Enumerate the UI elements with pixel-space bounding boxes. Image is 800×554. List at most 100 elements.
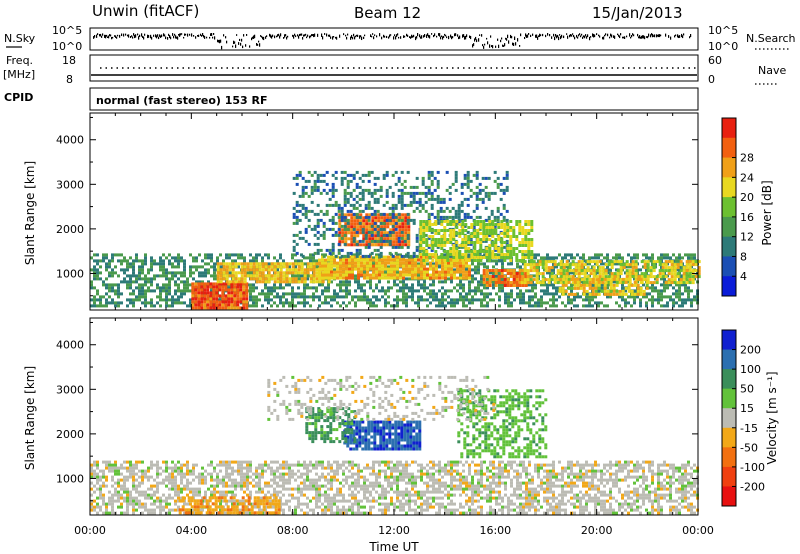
echo-cell <box>331 191 335 195</box>
echo-cell <box>204 256 207 260</box>
echo-cell <box>255 274 259 278</box>
echo-cell <box>168 298 171 302</box>
echo-cell <box>494 253 498 256</box>
echo-cell <box>666 286 669 290</box>
echo-cell <box>430 230 434 234</box>
echo-cell <box>331 203 335 207</box>
echo-cell <box>603 304 606 308</box>
echo-cell <box>273 265 277 269</box>
echo-cell <box>462 264 465 268</box>
echo-cell <box>675 256 678 260</box>
nsky-point <box>510 34 512 39</box>
echo-cell <box>412 221 416 225</box>
echo-cell <box>504 298 507 302</box>
echo-cell <box>493 248 497 252</box>
echo-cell <box>198 274 201 278</box>
nsky-point <box>270 34 272 38</box>
echo-cell <box>479 250 483 253</box>
echo-cell <box>159 262 162 266</box>
echo-cell <box>648 298 651 302</box>
echo-cell <box>607 281 611 285</box>
echo-cell <box>585 298 588 302</box>
echo-cell <box>571 275 575 279</box>
echo-cell <box>500 241 504 244</box>
echo-cell <box>595 275 599 279</box>
echo-cell <box>319 209 323 213</box>
echo-cell <box>177 262 180 266</box>
echo-cell <box>443 256 447 259</box>
echo-cell <box>463 173 467 177</box>
echo-cell <box>481 176 485 180</box>
echo-cell <box>209 285 213 289</box>
echo-cell <box>491 253 495 256</box>
echo-cell <box>162 283 165 287</box>
echo-cell <box>135 274 138 278</box>
echo-cell <box>534 301 537 305</box>
echo-cell <box>318 283 321 287</box>
echo-cell <box>488 247 492 250</box>
echo-cell <box>183 292 186 296</box>
echo-cell <box>492 271 495 275</box>
echo-cell <box>465 298 468 302</box>
echo-cell <box>417 295 420 299</box>
echo-cell <box>132 268 135 272</box>
echo-cell <box>565 263 569 267</box>
echo-cell <box>425 259 429 262</box>
echo-cell <box>198 265 201 269</box>
nsky-point <box>373 36 375 40</box>
echo-cell <box>318 261 321 265</box>
echo-cell <box>492 286 495 290</box>
echo-cell <box>228 268 232 272</box>
echo-cell <box>506 272 510 275</box>
echo-cell <box>230 294 234 298</box>
echo-cell <box>690 253 693 257</box>
echo-cell <box>506 250 510 253</box>
echo-cell <box>267 298 270 302</box>
echo-cell <box>655 281 659 285</box>
nsky-point <box>455 33 457 36</box>
echo-cell <box>355 194 359 198</box>
echo-cell <box>426 255 429 259</box>
echo-cell <box>435 261 438 265</box>
echo-cell <box>402 267 405 271</box>
echo-cell <box>368 222 372 226</box>
nsky-point <box>577 36 579 39</box>
nsky-point <box>556 35 558 39</box>
echo-cell <box>341 231 345 235</box>
echo-cell <box>380 225 384 229</box>
echo-cell <box>379 194 383 198</box>
echo-cell <box>434 250 438 253</box>
echo-cell <box>300 292 303 296</box>
echo-cell <box>470 232 474 235</box>
echo-cell <box>478 197 482 201</box>
echo-cell <box>444 298 447 302</box>
echo-cell <box>402 270 405 274</box>
echo-cell <box>430 203 434 207</box>
echo-cell <box>348 264 351 268</box>
echo-cell <box>645 301 648 305</box>
echo-cell <box>183 301 186 305</box>
echo-cell <box>227 297 231 301</box>
echo-cell <box>476 259 480 262</box>
echo-cell <box>631 272 635 276</box>
echo-cell <box>364 203 368 207</box>
echo-cell <box>343 203 347 207</box>
echo-cell <box>367 218 371 222</box>
echo-cell <box>330 304 333 308</box>
echo-cell <box>138 265 141 269</box>
echo-cell <box>454 170 458 174</box>
echo-cell <box>494 238 498 241</box>
echo-cell <box>325 248 329 252</box>
echo-cell <box>616 260 620 264</box>
echo-cell <box>640 260 644 264</box>
echo-cell <box>524 235 528 238</box>
echo-cell <box>669 283 672 287</box>
echo-cell <box>357 273 360 277</box>
echo-cell <box>183 262 186 266</box>
echo-cell <box>374 237 378 241</box>
nsky-point <box>504 43 506 47</box>
echo-cell <box>365 225 369 229</box>
echo-cell <box>406 236 410 240</box>
echo-cell <box>424 233 428 237</box>
echo-cell <box>507 301 510 305</box>
